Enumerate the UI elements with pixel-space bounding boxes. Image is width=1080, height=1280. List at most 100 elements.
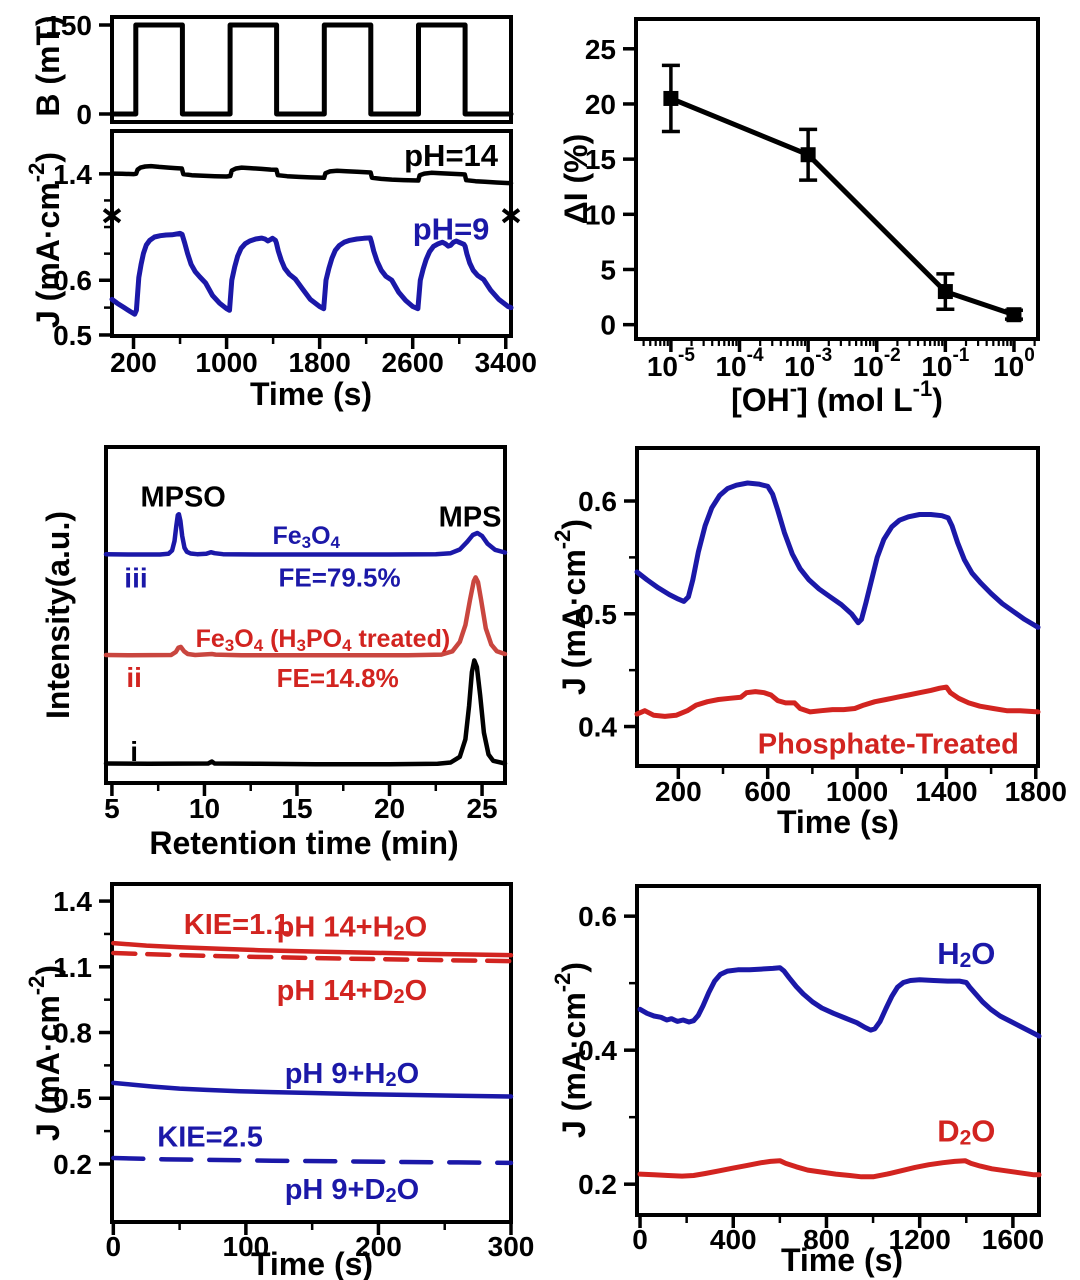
label-kie-25: KIE=2.5 <box>157 1122 263 1154</box>
delta-i-curve <box>668 95 1017 318</box>
y-axis-title: ΔI (%) <box>558 134 594 225</box>
y-tick-label: 150 <box>45 10 92 41</box>
x-tick-label: 10-5 <box>647 345 695 382</box>
x-tick-label: 5 <box>104 793 120 824</box>
y-tick-label: 20 <box>585 88 616 119</box>
trace-iii-fe3o4 <box>103 511 508 557</box>
label-phosphate-treated: Phosphate-Treated <box>758 729 1019 761</box>
x-tick-label: 10-4 <box>715 345 763 382</box>
y-tick-label: 0.4 <box>578 711 617 742</box>
label-ph14-h2o: pH 14+H2O <box>277 911 428 944</box>
y-tick-label: 1.1 <box>53 951 92 982</box>
y-axis-title: J (mA·cm-2) <box>550 962 593 1138</box>
label-mpso: MPSO <box>140 481 225 513</box>
ph9-h2o-line <box>111 1080 514 1099</box>
axis-break-mark <box>102 208 122 224</box>
label-iii: iii <box>124 562 147 593</box>
x-tick-label: 10 <box>189 793 220 824</box>
y-axis-title: B (mT) <box>30 15 66 116</box>
x-tick-label: 1400 <box>915 776 977 807</box>
x-tick-label: 100 <box>223 1231 270 1262</box>
y-tick-label: 0.6 <box>53 265 92 296</box>
y-tick-label: 10 <box>585 199 616 230</box>
x-axis-title: Time (s) <box>250 376 372 412</box>
y-tick-label: 0.2 <box>578 1169 617 1200</box>
y-tick-label: 25 <box>585 33 616 64</box>
label-ph9-h2o: pH 9+H2O <box>285 1058 419 1091</box>
x-axis-title: Time (s) <box>777 804 899 840</box>
y-axis-title: J (mA·cm-2) <box>24 152 67 328</box>
label-ph9-d2o: pH 9+D2O <box>285 1174 419 1207</box>
ph14-curve <box>109 163 514 186</box>
y-tick-label: 0.5 <box>53 1083 92 1114</box>
x-axis-title: [OH-] (mol L-1) <box>731 376 943 419</box>
panel-phosphate-comparison: 200 600 1000 1400 1800 Time (s) 0.6 0.5 0.4 J (mA… <box>550 446 1067 840</box>
trace-i-untreated-standard <box>103 658 508 767</box>
y-tick-label: 0 <box>76 98 92 129</box>
label-fe3o4-treated: Fe3O4 (H3PO4 treated) <box>196 625 451 655</box>
y-tick-label: 1.4 <box>53 886 92 917</box>
plot-frame <box>104 445 507 785</box>
plot-frame <box>635 446 1040 768</box>
d2o-curve <box>637 1158 1042 1180</box>
label-fe3o4: Fe3O4 <box>272 522 340 552</box>
y-tick-label: 1.4 <box>53 158 92 189</box>
y-axis-title: Intensity(a.u.) <box>40 511 76 719</box>
panel-chromatogram: 5 10 15 20 25 Retention time (min) Intensity(a… <box>40 445 508 861</box>
y-tick-label: 0.4 <box>578 1035 617 1066</box>
delta-i-curve-marker <box>663 90 679 106</box>
x-tick-label: 800 <box>803 1224 850 1255</box>
x-tick-label: 400 <box>710 1224 757 1255</box>
y-tick-label: 0.6 <box>578 901 617 932</box>
label-ph14: pH=14 <box>404 138 499 173</box>
x-axis-title: Time (s) <box>251 1246 373 1280</box>
ph14-h2o-line <box>111 940 514 958</box>
panel-kie: 0 100 200 300 Time (s) 1.4 1.1 0.8 0.5 0.2 J (mA·c… <box>24 882 534 1280</box>
delta-i-curve-marker <box>1006 307 1022 323</box>
label-ph14-d2o: pH 14+D2O <box>277 975 428 1008</box>
x-tick-label: 1800 <box>288 347 350 378</box>
y-tick-label: 0.5 <box>578 598 617 629</box>
x-axis-title: Time (s) <box>781 1242 903 1278</box>
x-tick-label: 1600 <box>982 1224 1044 1255</box>
x-tick-label: 20 <box>374 793 405 824</box>
x-tick-label: 600 <box>744 776 791 807</box>
delta-i-curve-marker <box>800 147 816 163</box>
y-tick-label: 15 <box>585 144 616 175</box>
b-field-square-wave <box>109 22 514 117</box>
y-tick-label: 0.2 <box>53 1148 92 1179</box>
trace-ii-phosphate-treated <box>103 575 508 658</box>
label-ii: ii <box>126 662 142 693</box>
x-tick-label: 10-3 <box>784 345 832 382</box>
panel-photocurrent-ph: 200 1000 1800 2600 3400 Time (s) 1.4 0.6 0.5J (m… <box>24 129 537 412</box>
delta-i-curve-marker <box>937 284 953 300</box>
panel-magnetic-field: 150 0 B (mT) <box>30 10 514 129</box>
untreated-curve <box>634 480 1041 630</box>
x-tick-label: 1000 <box>826 776 888 807</box>
x-tick-label: 1200 <box>889 1224 951 1255</box>
y-tick-label: 0.8 <box>53 1017 92 1048</box>
label-i: i <box>130 736 138 767</box>
x-tick-label: 3400 <box>475 347 537 378</box>
label-h2o: H2O <box>937 936 995 972</box>
x-tick-label: 1800 <box>1005 776 1067 807</box>
phosphate-curve <box>634 684 1041 719</box>
plot-frame <box>110 129 513 338</box>
y-axis-title: J (mA·cm-2) <box>550 519 593 695</box>
y-tick-label: 5 <box>600 254 616 285</box>
x-axis-title: Retention time (min) <box>149 825 458 861</box>
x-tick-label: 200 <box>110 347 157 378</box>
x-tick-label: 0 <box>632 1224 648 1255</box>
x-tick-label: 0 <box>106 1231 122 1262</box>
x-tick-label: 200 <box>355 1231 402 1262</box>
x-tick-label: 25 <box>466 793 497 824</box>
y-tick-label: 0 <box>600 309 616 340</box>
x-tick-label: 2600 <box>382 347 444 378</box>
label-mps: MPS <box>439 502 502 534</box>
y-tick-label: 0.6 <box>578 486 617 517</box>
x-tick-label: 100 <box>993 345 1035 382</box>
label-fe-795: FE=79.5% <box>278 562 400 592</box>
plot-frame <box>634 17 1040 341</box>
